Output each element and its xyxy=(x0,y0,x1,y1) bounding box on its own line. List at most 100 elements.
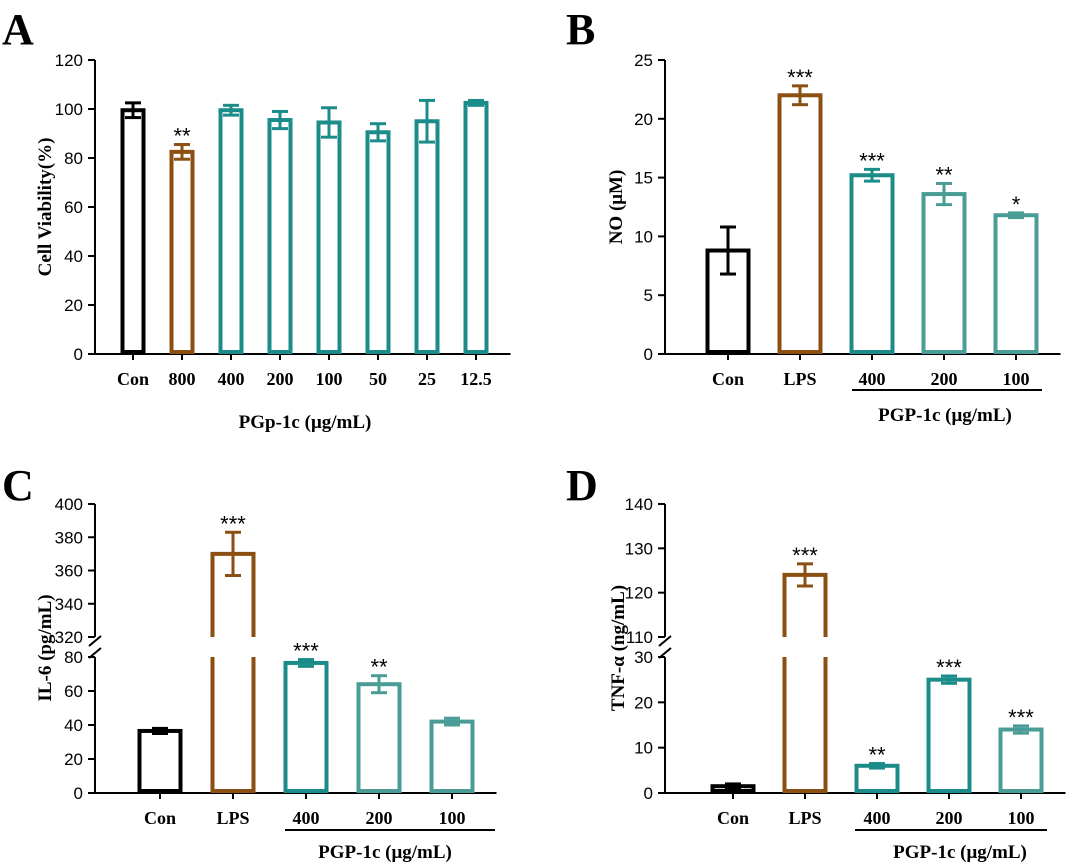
significance-label: *** xyxy=(1008,705,1034,730)
panel-b-ylabel: NO (μM) xyxy=(606,170,627,245)
panel-d-ylabel: TNF-α (ng/mL) xyxy=(608,585,629,711)
panel-a: A 0 20 40 60 80 100 120 Con ** 800 400 200 100 50 25 12… xyxy=(2,5,511,433)
significance-label: ** xyxy=(370,655,388,680)
panel-d-letter: D xyxy=(566,461,598,510)
significance-label: ** xyxy=(173,124,191,149)
panel-c-letter: C xyxy=(2,461,34,510)
y-tick-label: 110 xyxy=(626,628,653,647)
x-tick-label: 400 xyxy=(293,808,320,828)
x-tick-label: 400 xyxy=(218,369,245,389)
y-tick-label: 100 xyxy=(55,100,83,119)
y-tick-label: 0 xyxy=(644,345,653,364)
y-tick-label: 380 xyxy=(55,528,83,547)
y-tick-label: 80 xyxy=(64,149,83,168)
y-tick-label: 10 xyxy=(634,227,653,246)
y-tick-label: 40 xyxy=(64,247,83,266)
x-tick-label: 200 xyxy=(936,808,963,828)
x-tick-label: 800 xyxy=(169,369,196,389)
y-tick-label: 120 xyxy=(55,51,83,70)
significance-label: *** xyxy=(220,511,246,536)
x-tick-label: Con xyxy=(117,369,149,389)
bar-lower-segment xyxy=(782,657,828,793)
bar xyxy=(463,100,489,354)
bar xyxy=(137,728,183,794)
bar xyxy=(267,118,293,355)
y-tick-label: 30 xyxy=(634,648,653,667)
bar xyxy=(926,677,972,794)
panel-a-xlabel: PGp-1c (μg/mL) xyxy=(239,412,372,433)
x-tick-label: 200 xyxy=(366,808,393,828)
x-tick-label: 400 xyxy=(864,808,891,828)
bar xyxy=(218,108,244,354)
y-tick-label: 10 xyxy=(634,739,653,758)
panel-a-bars: 0 20 40 60 80 100 120 Con ** 800 400 200 100 50 25 12.5 xyxy=(55,51,511,389)
bar xyxy=(316,120,342,354)
x-tick-label: 200 xyxy=(931,369,958,389)
y-tick-label: 400 xyxy=(55,495,83,514)
y-tick-label: 20 xyxy=(64,750,83,769)
bar xyxy=(120,108,146,354)
x-tick-label: 100 xyxy=(316,369,343,389)
panel-b-letter: B xyxy=(566,5,595,54)
axis-break-mark xyxy=(88,635,102,647)
x-tick-label: 100 xyxy=(1003,369,1030,389)
y-tick-label: 20 xyxy=(634,110,653,129)
x-tick-label: Con xyxy=(144,808,176,828)
panel-b-bars: 0 5 10 15 20 25 Con *** LPS *** 400 ** 200 * 100 xyxy=(634,51,1061,391)
y-tick-label: 320 xyxy=(55,628,83,647)
x-tick-label: Con xyxy=(717,808,749,828)
y-tick-label: 60 xyxy=(64,682,83,701)
x-tick-label: LPS xyxy=(216,808,249,828)
panel-c-ylabel: IL-6 (pg/mL) xyxy=(35,594,56,701)
significance-label: ** xyxy=(935,162,953,187)
x-tick-label: 25 xyxy=(418,369,436,389)
bar xyxy=(849,173,895,354)
x-tick-label: 200 xyxy=(267,369,294,389)
panel-c-xlabel: PGP-1c (μg/mL) xyxy=(318,842,452,863)
y-tick-label: 360 xyxy=(55,562,83,581)
y-tick-label: 80 xyxy=(64,648,83,667)
x-tick-label: 50 xyxy=(369,369,387,389)
y-tick-label: 0 xyxy=(644,784,653,803)
x-tick-label: Con xyxy=(712,369,744,389)
panel-b: B 0 5 10 15 20 25 Con *** LPS *** 400 ** 200 * 100 PGP… xyxy=(566,5,1061,426)
y-tick-label: 140 xyxy=(625,495,653,514)
bar xyxy=(414,119,440,354)
x-tick-label: 100 xyxy=(1008,808,1035,828)
bar xyxy=(993,213,1039,354)
x-tick-label: LPS xyxy=(783,369,816,389)
y-tick-label: 0 xyxy=(74,345,83,364)
y-tick-label: 340 xyxy=(55,595,83,614)
y-tick-label: 40 xyxy=(64,716,83,735)
y-tick-label: 5 xyxy=(644,286,653,305)
bar xyxy=(169,149,195,354)
bar xyxy=(429,719,475,793)
significance-label: * xyxy=(1012,192,1021,217)
x-tick-label: 12.5 xyxy=(460,369,492,389)
bar xyxy=(365,130,391,354)
y-tick-label: 0 xyxy=(74,784,83,803)
significance-label: *** xyxy=(859,148,885,173)
x-tick-label: 400 xyxy=(859,369,886,389)
y-tick-label: 25 xyxy=(634,51,653,70)
panel-d-xlabel: PGP-1c (μg/mL) xyxy=(893,842,1027,863)
significance-label: *** xyxy=(792,543,818,568)
bar xyxy=(921,192,967,354)
bar xyxy=(356,682,402,794)
panel-a-ylabel: Cell Viability(%) xyxy=(35,138,56,277)
panel-b-xlabel: PGP-1c (μg/mL) xyxy=(878,405,1012,426)
bar xyxy=(998,727,1044,793)
bar xyxy=(777,93,823,354)
x-tick-label: 100 xyxy=(439,808,466,828)
bar xyxy=(854,763,900,793)
bar-lower-segment xyxy=(210,657,256,793)
significance-label: ** xyxy=(868,743,886,768)
axis-break-mark xyxy=(658,635,672,647)
significance-label: *** xyxy=(293,639,319,664)
bar xyxy=(705,248,751,354)
